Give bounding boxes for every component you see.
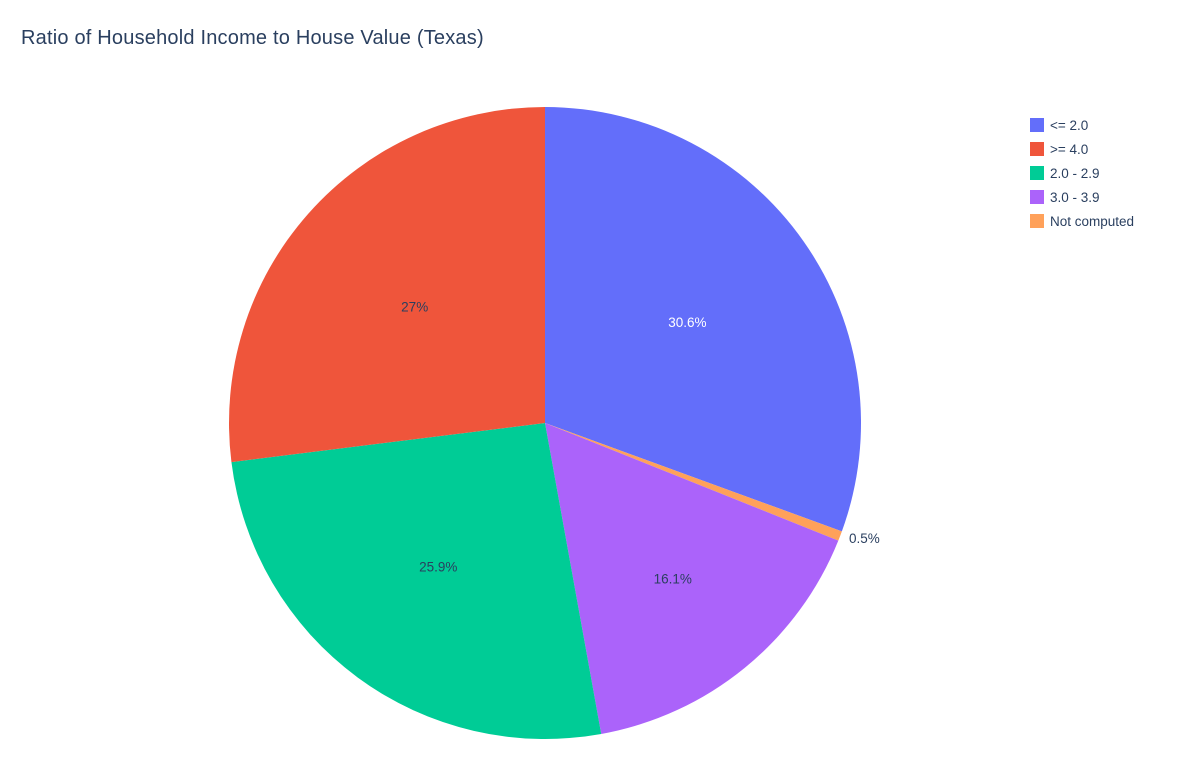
pie-slice-label: 16.1%	[654, 571, 692, 586]
pie-slice-not-computed[interactable]	[545, 423, 842, 541]
legend-swatch-icon	[1030, 190, 1044, 204]
legend-label: 2.0 - 2.9	[1050, 165, 1100, 181]
legend-item-3-0-3-9[interactable]: 3.0 - 3.9	[1030, 185, 1134, 209]
legend-swatch-icon	[1030, 166, 1044, 180]
pie-slice-label: 27%	[401, 300, 428, 315]
legend-swatch-icon	[1030, 118, 1044, 132]
pie-slice-label: 0.5%	[849, 531, 880, 546]
pie-slice-label: 25.9%	[419, 560, 457, 575]
pie-slice-label: 30.6%	[668, 315, 706, 330]
pie-slice-4-0[interactable]	[229, 107, 546, 463]
legend-item-2-0-2-9[interactable]: 2.0 - 2.9	[1030, 161, 1134, 185]
chart-title: Ratio of Household Income to House Value…	[21, 27, 484, 49]
legend-item-not-computed[interactable]: Not computed	[1030, 209, 1134, 233]
pie-slice-3-0-3-9[interactable]	[545, 423, 839, 734]
legend-item-ge-4-0[interactable]: >= 4.0	[1030, 137, 1134, 161]
legend-label: 3.0 - 3.9	[1050, 189, 1100, 205]
legend-label: Not computed	[1050, 213, 1135, 229]
legend: <= 2.0 >= 4.0 2.0 - 2.9 3.0 - 3.9 Not co…	[1030, 113, 1134, 233]
legend-label: <= 2.0	[1050, 117, 1089, 133]
pie-slice-2-0-2-9[interactable]	[231, 423, 602, 740]
legend-label: >= 4.0	[1050, 141, 1089, 157]
legend-swatch-icon	[1030, 142, 1044, 156]
pie-slice-2-0[interactable]	[545, 107, 862, 532]
legend-swatch-icon	[1030, 214, 1044, 228]
legend-item-le-2-0[interactable]: <= 2.0	[1030, 113, 1134, 137]
